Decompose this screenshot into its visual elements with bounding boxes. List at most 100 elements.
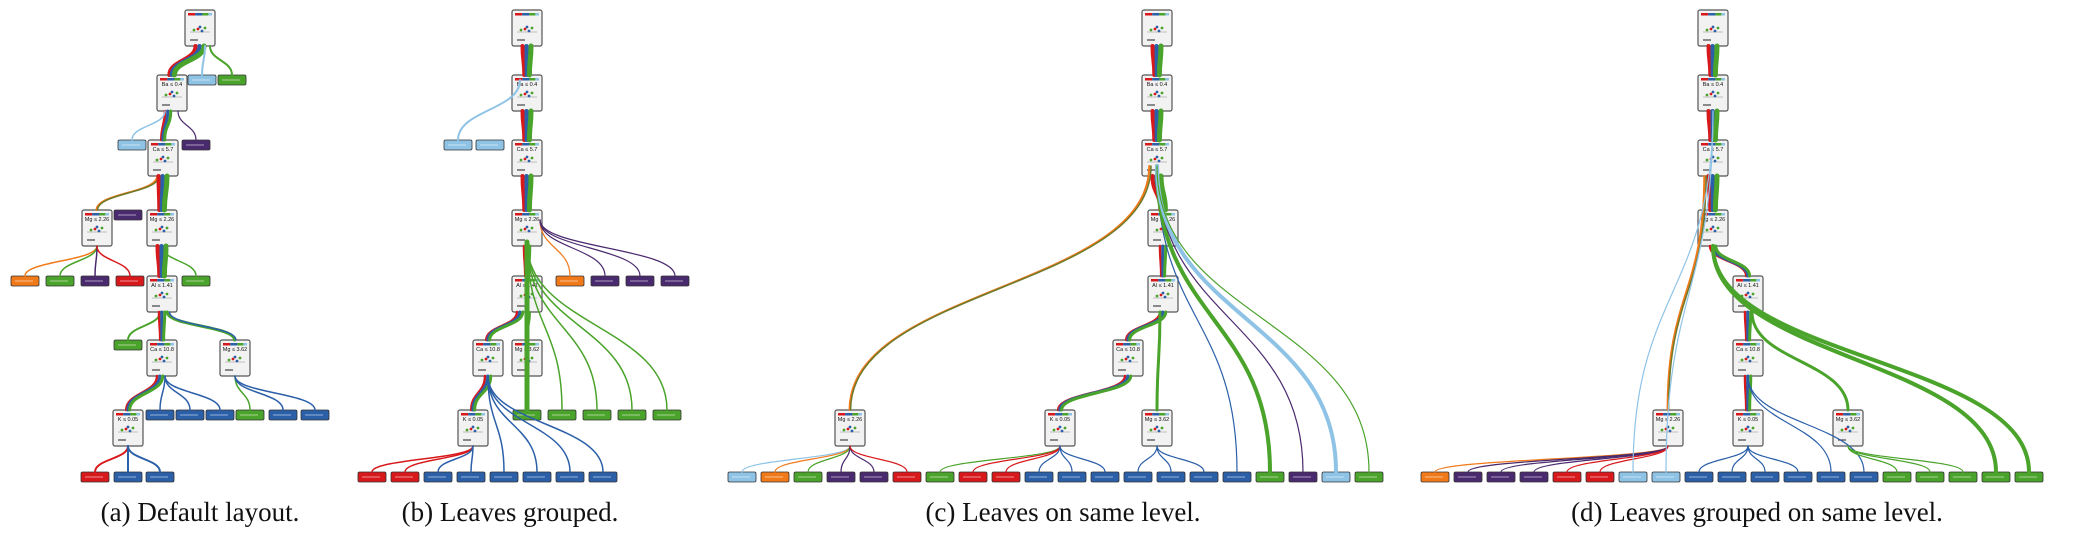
edge-strand: [840, 445, 851, 473]
node-ba: Ba ≤ 0.4: [1141, 74, 1173, 112]
edge-strand: [1059, 445, 1106, 473]
distribution-bar: [522, 78, 530, 81]
edge-strand: [164, 375, 191, 411]
leaf-group-18: [2014, 471, 2044, 483]
distribution-bar: [1701, 143, 1709, 146]
leaf-level-11: [1090, 471, 1120, 483]
edge-strand: [1750, 310, 1850, 412]
edge-leaf-9: [1731, 445, 1749, 473]
leaf-level-2: [793, 471, 823, 483]
node-point: [168, 92, 172, 96]
distribution-bar: [1123, 343, 1131, 346]
edge-strand: [164, 375, 221, 411]
edge-strand: [526, 241, 563, 411]
edge-bottom-1: [404, 445, 474, 473]
edge-green-2: [526, 241, 598, 411]
node-point: [527, 229, 531, 233]
node-point: [523, 27, 527, 31]
edge-strand: [162, 310, 167, 342]
distribution-bar: [1715, 143, 1722, 146]
node-point: [1149, 28, 1153, 32]
edge-green-4: [526, 241, 668, 411]
caption-c-title: Leaves on same level.: [962, 497, 1201, 527]
edge-al-mg3: [1155, 310, 1162, 412]
edge-strand: [24, 245, 98, 277]
node-point: [159, 157, 163, 161]
edge-strand: [1150, 109, 1157, 142]
distribution-bar: [461, 413, 469, 416]
node-point: [1166, 292, 1170, 296]
node-point: [1153, 427, 1157, 431]
node-point: [1058, 425, 1062, 429]
leaf-level-6: [925, 471, 955, 483]
node-mg3: Mg ≤ 3.62: [1832, 409, 1864, 447]
distribution-bar: [1756, 413, 1760, 416]
edge-strand: [1158, 244, 1163, 278]
node-point: [484, 357, 488, 361]
node-ca: Ca ≤ 5.7: [147, 139, 179, 177]
edge-strand: [1698, 445, 1749, 473]
node-ca2: Ca ≤ 10.8: [1112, 339, 1144, 377]
caption-d: (d) Leaves grouped on same level.: [1571, 497, 1943, 528]
node-label: Ba ≤ 0.4: [1703, 82, 1723, 88]
node-label: K ≤ 0.05: [463, 417, 483, 423]
node-point: [1709, 27, 1713, 31]
edge-leaf-5: [849, 445, 908, 473]
node-point: [519, 158, 523, 162]
leaf-mg3-0: [235, 409, 265, 421]
node-point: [1153, 157, 1157, 161]
edge-strand: [177, 110, 197, 141]
node-mg: Mg ≤ 2.26: [511, 209, 543, 247]
leaf-bottom-6: [555, 471, 585, 483]
edge-leaf-3: [840, 445, 851, 473]
leaf-mg-2: [625, 275, 655, 287]
distribution-bar: [1736, 343, 1744, 346]
distribution-bar: [515, 78, 523, 81]
edge-strand: [1847, 445, 1964, 473]
edge-leaf-18: [1711, 244, 2031, 474]
edge-root-ba: [520, 43, 534, 78]
edge-ca-mg1: [95, 175, 160, 211]
distribution-bar: [522, 213, 530, 216]
node-point: [486, 355, 490, 359]
edge-strand: [1060, 374, 1133, 412]
node-point: [1744, 293, 1748, 297]
edge-bottom-4: [487, 375, 505, 473]
node-point: [1751, 356, 1755, 360]
node-point: [1713, 229, 1717, 233]
node-point: [165, 356, 169, 360]
node-point: [1157, 429, 1161, 433]
leaf-ba-gt: [187, 74, 217, 86]
leaf-level-16: [1255, 471, 1285, 483]
edge-strand: [469, 374, 487, 412]
node-point: [165, 226, 169, 230]
distribution-bar: [1701, 13, 1709, 16]
distribution-bar: [208, 13, 212, 16]
edge-ba-ca: [1150, 108, 1164, 143]
edge-strand: [457, 79, 521, 141]
edge-al-lg: [127, 311, 161, 341]
distribution-bar: [116, 413, 124, 416]
node-label: Mg ≤ 2.26: [150, 217, 174, 223]
distribution-bar: [1136, 343, 1140, 346]
edge-strand: [1128, 310, 1168, 342]
distribution-bar: [188, 13, 196, 16]
edge-al-ca2: [484, 310, 525, 342]
node-point: [1709, 227, 1713, 231]
node-label: Al ≤ 1.41: [151, 283, 173, 289]
leaf-level-1: [760, 471, 790, 483]
caption-a: (a) Default layout.: [101, 497, 300, 528]
distribution-bar: [1715, 78, 1722, 81]
leaf-mg3-2: [300, 409, 330, 421]
distribution-bar: [157, 279, 165, 282]
edge-strand: [161, 173, 170, 213]
leaf-level-14: [1189, 471, 1219, 483]
node-point: [846, 427, 850, 431]
node-k: K ≤ 0.05: [457, 409, 489, 447]
node-point: [158, 227, 162, 231]
node-point: [853, 426, 857, 430]
distribution-bar: [852, 413, 859, 416]
edge-strand: [1712, 108, 1720, 143]
node-point: [203, 26, 207, 30]
distribution-bar: [1152, 413, 1160, 416]
